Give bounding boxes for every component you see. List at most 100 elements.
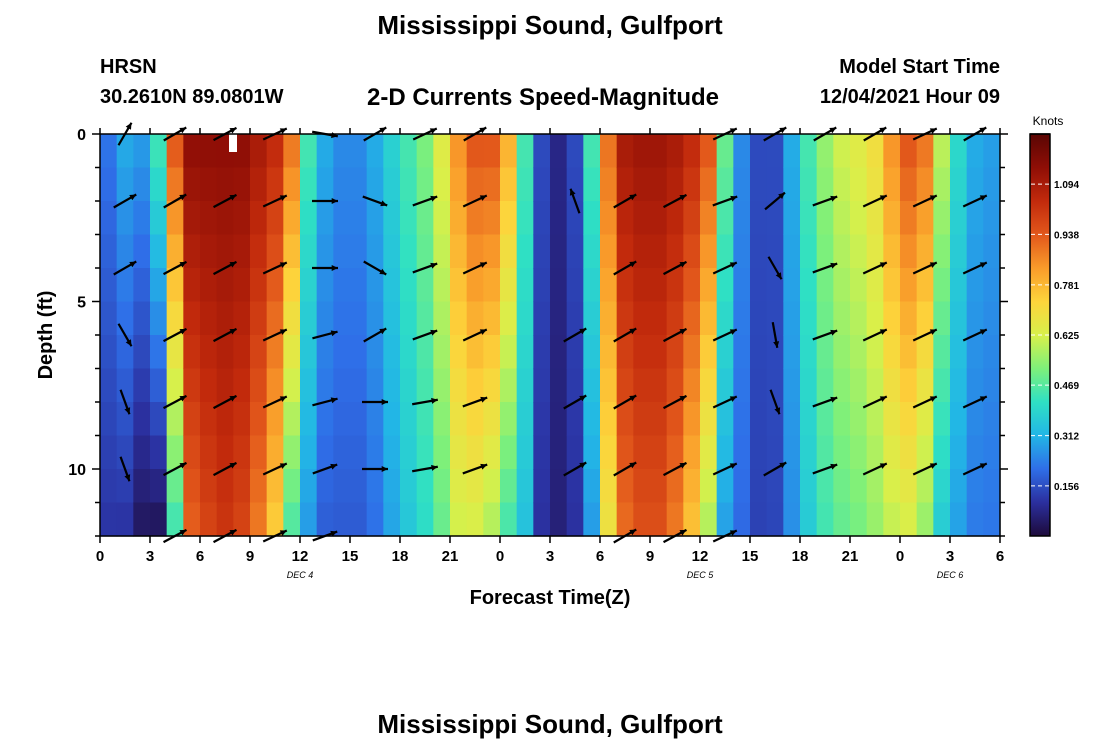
- current-vector-head: [229, 328, 237, 335]
- heatmap-cell: [683, 301, 701, 336]
- colorbar-tick-label: 1.094: [1054, 180, 1079, 191]
- heatmap-cell: [616, 167, 634, 202]
- heatmap-cell: [783, 167, 801, 202]
- heatmap-cell: [350, 335, 368, 370]
- current-vector-head: [379, 328, 387, 335]
- heatmap-cell: [800, 435, 818, 470]
- heatmap-cell: [216, 402, 234, 437]
- heatmap-cell: [666, 201, 684, 236]
- heatmap-cell: [216, 368, 234, 403]
- current-vector-head: [229, 395, 237, 402]
- heatmap-cell: [500, 435, 518, 470]
- heatmap-cell: [316, 335, 334, 370]
- heatmap-cell: [966, 469, 984, 504]
- heatmap-cell: [616, 234, 634, 269]
- current-vector-head: [229, 261, 237, 268]
- heatmap-cell: [800, 502, 818, 537]
- heatmap-cell: [433, 335, 451, 370]
- heatmap-cell: [483, 469, 501, 504]
- x-tick-label: 6: [596, 548, 604, 565]
- heatmap-cell: [750, 435, 768, 470]
- current-vector-arrow: [462, 194, 488, 208]
- current-vector-head: [279, 463, 287, 469]
- heatmap-cell: [183, 268, 201, 303]
- current-vector-head: [830, 329, 838, 336]
- current-vector-head: [380, 200, 388, 207]
- heatmap-cell: [500, 335, 518, 370]
- heatmap-cell: [466, 402, 484, 437]
- heatmap-cell: [450, 335, 468, 370]
- current-vector-arrow: [412, 195, 438, 207]
- heatmap-cell: [283, 368, 301, 403]
- colorbar-tick-label: 0.156: [1054, 482, 1079, 493]
- current-vector-head: [479, 127, 487, 134]
- heatmap-cell: [100, 368, 118, 403]
- heatmap-cell: [133, 435, 151, 470]
- heatmap-cell: [750, 201, 768, 236]
- heatmap-cell: [216, 268, 234, 303]
- current-vector-arrow: [663, 394, 687, 410]
- heatmap-cell: [366, 502, 384, 537]
- heatmap-cell: [216, 201, 234, 236]
- heatmap-cell: [766, 469, 784, 504]
- current-vector-head: [829, 127, 837, 134]
- heatmap-cell: [883, 134, 901, 169]
- current-vector-head: [579, 328, 587, 335]
- heatmap-cell: [533, 335, 551, 370]
- heatmap-cell: [683, 402, 701, 437]
- heatmap-cell: [583, 234, 601, 269]
- x-tick-label: 3: [546, 548, 554, 565]
- heatmap-cell: [650, 134, 668, 169]
- heatmap-cell: [416, 134, 434, 169]
- heatmap-cell: [150, 435, 168, 470]
- heatmap-cell: [450, 502, 468, 537]
- heatmap-cell: [316, 368, 334, 403]
- heatmap-cell: [983, 368, 1001, 403]
- heatmap-cell: [983, 201, 1001, 236]
- heatmap-cell: [250, 435, 268, 470]
- heatmap-cell: [266, 368, 284, 403]
- heatmap-cell: [683, 268, 701, 303]
- heatmap-cell: [133, 134, 151, 169]
- heatmap-cell: [333, 502, 351, 537]
- heatmap-cell: [833, 335, 851, 370]
- heatmap-cell: [100, 234, 118, 269]
- x-tick-label: 18: [392, 548, 409, 565]
- heatmap-cell: [366, 301, 384, 336]
- heatmap-cell: [616, 402, 634, 437]
- heatmap-cell: [983, 301, 1001, 336]
- current-vector-head: [480, 463, 488, 470]
- current-vector-head: [179, 395, 187, 402]
- current-vector-head: [124, 407, 131, 415]
- current-vector-head: [629, 328, 637, 335]
- heatmap-cell: [283, 234, 301, 269]
- heatmap-cell: [383, 234, 401, 269]
- heatmap-cell: [850, 134, 868, 169]
- current-vector-arrow: [663, 260, 687, 276]
- heatmap-cell: [650, 234, 668, 269]
- heatmap-cell: [766, 201, 784, 236]
- heatmap-cell: [400, 268, 418, 303]
- heatmap-cell: [533, 301, 551, 336]
- heatmap-cell: [766, 435, 784, 470]
- heatmap-cell: [800, 368, 818, 403]
- heatmap-cell: [133, 268, 151, 303]
- heatmap-cell: [116, 201, 134, 236]
- current-vector-head: [179, 261, 187, 268]
- heatmap-cell: [566, 368, 584, 403]
- current-vector-arrow: [764, 191, 786, 211]
- heatmap-cell: [416, 335, 434, 370]
- heatmap-cell: [283, 502, 301, 537]
- heatmap-cell: [350, 234, 368, 269]
- heatmap-cell: [250, 234, 268, 269]
- current-vector-head: [129, 261, 137, 268]
- heatmap-cell: [216, 301, 234, 336]
- heatmap-cell: [516, 435, 534, 470]
- heatmap-cell: [233, 134, 251, 169]
- heatmap-cell: [933, 167, 951, 202]
- heatmap-cell: [566, 134, 584, 169]
- heatmap-cell: [200, 402, 218, 437]
- heatmap-cell: [433, 134, 451, 169]
- heatmap-cell: [850, 234, 868, 269]
- heatmap-cell: [100, 167, 118, 202]
